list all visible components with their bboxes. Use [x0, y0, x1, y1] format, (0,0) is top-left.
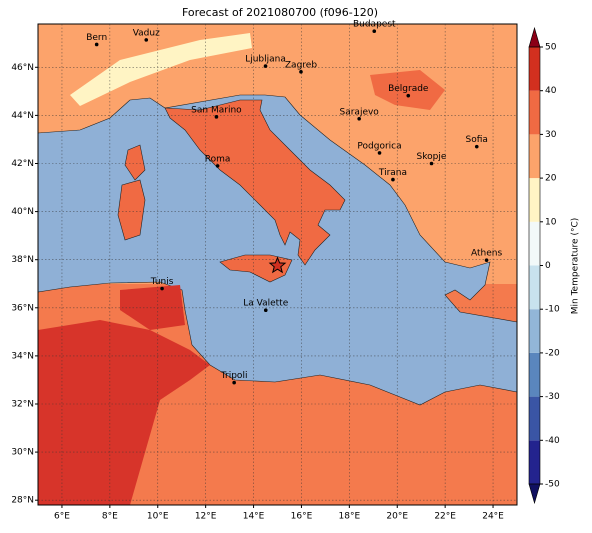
city-label: Skopje: [417, 152, 447, 162]
colorbar-tick-label: -30: [545, 392, 560, 402]
y-tick-label: 42°N: [11, 159, 34, 169]
city-label: Vaduz: [133, 28, 160, 38]
y-tick-label: 44°N: [11, 111, 34, 121]
city-dot: [94, 42, 99, 47]
city-dot: [429, 161, 434, 166]
forecast-point: [268, 256, 287, 274]
colorbar-band: [529, 265, 540, 310]
x-tick-label: 14°E: [243, 512, 265, 522]
city-dot: [377, 151, 382, 155]
colorbar-band: [529, 396, 540, 441]
colorbar-band: [529, 134, 540, 179]
city-label: Belgrade: [388, 84, 429, 94]
map-frame: [37, 23, 518, 506]
colorbar-under: [528, 483, 541, 505]
colorbar-tick-label: -50: [545, 480, 560, 490]
city-dot: [484, 258, 489, 262]
colorbar-tick-label: -40: [545, 436, 560, 446]
city-dot: [263, 64, 268, 68]
x-tick-label: 22°E: [434, 512, 456, 522]
y-tick-label: 30°N: [11, 448, 34, 458]
corsica: [124, 144, 146, 181]
warm-area: [370, 70, 445, 110]
city-label: Zagreb: [285, 60, 317, 70]
colorbar-band: [529, 90, 540, 135]
city-label: Sofia: [466, 135, 488, 145]
x-tick-label: 10°E: [147, 512, 169, 522]
colorbar-tick-label: -10: [545, 305, 560, 315]
colorbar-tick-label: 50: [545, 43, 557, 53]
colorbar-tick-label: 10: [545, 217, 557, 227]
y-tick-label: 38°N: [11, 255, 34, 265]
city-label: Podgorica: [357, 141, 401, 151]
city-dot: [232, 380, 236, 385]
cool-area: [70, 33, 252, 106]
y-tick-label: 28°N: [11, 496, 34, 506]
city-dot: [474, 144, 479, 149]
city-label: La Valette: [243, 299, 288, 309]
y-tick-label: 34°N: [11, 351, 34, 361]
colorbar-tick-label: 40: [545, 86, 557, 96]
city-label: Bern: [86, 33, 107, 43]
city-dot: [406, 93, 411, 98]
x-tick-label: 12°E: [195, 512, 217, 522]
city-dot: [372, 29, 377, 34]
hot-area: [120, 285, 185, 330]
city-dot: [214, 115, 219, 119]
colorbar-band: [529, 440, 540, 484]
hot-area: [38, 320, 210, 505]
colorbar-tick-label: -20: [545, 348, 560, 358]
city-dot: [144, 38, 149, 42]
colorbar-band: [529, 178, 540, 222]
colorbar-tick-label: 0: [545, 261, 551, 271]
x-tick-label: 18°E: [339, 512, 361, 522]
x-tick-label: 16°E: [291, 512, 313, 522]
city-dot: [391, 177, 395, 182]
y-tick-label: 46°N: [11, 63, 34, 73]
x-tick-label: 20°E: [386, 512, 408, 522]
y-tick-label: 36°N: [11, 303, 34, 313]
city-dot: [299, 70, 303, 74]
city-label: Roma: [205, 154, 231, 164]
sardinia: [117, 179, 146, 241]
colorbar-tick-label: 30: [545, 130, 557, 140]
city-label: Ljubljana: [245, 55, 286, 65]
colorbar-band: [529, 352, 540, 397]
colorbar-over: [528, 26, 541, 48]
y-tick-label: 40°N: [11, 207, 34, 217]
city-label: San Marino: [191, 105, 242, 115]
city-label: Tirana: [378, 168, 407, 178]
italy: [164, 99, 346, 266]
city-label: Sarajevo: [340, 107, 380, 117]
x-tick-label: 6°E: [54, 512, 70, 522]
y-tick-label: 32°N: [11, 399, 34, 409]
city-label: Tripoli: [220, 371, 248, 381]
city-dot: [263, 308, 268, 312]
city-dot: [215, 164, 220, 168]
city-label: Athens: [471, 249, 502, 259]
city-dot: [160, 286, 164, 291]
colorbar-band: [529, 221, 540, 266]
city-label: Tunis: [150, 277, 174, 287]
colorbar-label: Min Temperature (°C): [571, 218, 581, 315]
colorbar-tick-label: 20: [545, 174, 557, 184]
title: Forecast of 2021080700 (f096-120): [182, 6, 378, 19]
x-tick-label: 8°E: [102, 512, 118, 522]
city-label: Budapest: [353, 20, 396, 30]
x-tick-label: 24°E: [482, 512, 504, 522]
colorbar-band: [529, 309, 540, 353]
colorbar-band: [529, 47, 540, 91]
city-dot: [357, 116, 361, 121]
